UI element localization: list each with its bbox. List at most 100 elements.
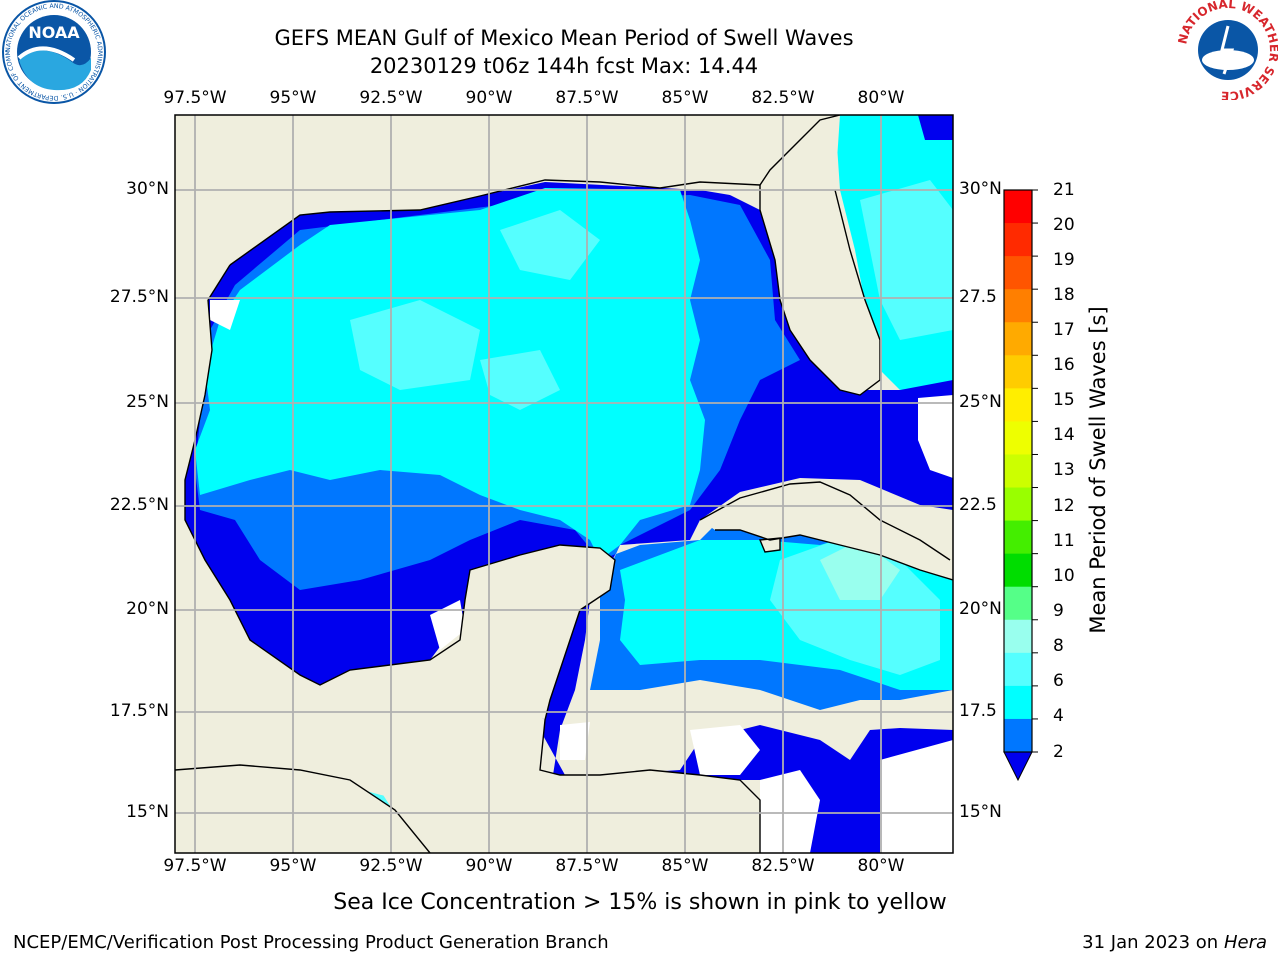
colorbar-swatch [1004,355,1032,389]
colorbar-tick-label: 20 [1053,215,1075,235]
gulf-light-cyan-patch-3 [480,350,560,410]
central-america-land [175,740,760,853]
colorbar-tick-label: 14 [1053,425,1075,445]
footer-host: Hera [1223,932,1267,953]
lon-label-bottom: 95°W [269,856,317,876]
colorbar-tick-label: 18 [1053,285,1075,305]
colorbar-tick-label: 21 [1053,180,1075,200]
chart-subtitle: 20230129 t06z 144h fcst Max: 14.44 [369,54,759,78]
colorbar-swatch [1004,619,1032,654]
lat-label-right: 22.5 [959,495,997,515]
lon-label-bottom: 87.5°W [555,856,619,876]
no-data-patch-5 [560,722,590,760]
lat-label-right: 20°N [959,599,1002,619]
atlantic-deep-blue-region [918,115,953,140]
lat-label-right: 17.5 [959,701,997,721]
lon-label-bottom: 97.5°W [163,856,227,876]
florida-land [700,115,880,395]
colorbar-tick-label: 15 [1053,390,1075,410]
colorbar-swatch [1004,487,1032,522]
lon-label-top: 82.5°W [751,88,815,108]
no-data-patch-7 [210,300,240,330]
colorbar-swatch [1004,454,1032,489]
colorbar-swatch [1004,553,1032,588]
colorbar-swatch [1004,190,1032,224]
colorbar-swatch [1004,256,1032,290]
colorbar-extend-arrow [1003,751,1033,782]
colorbar-swatch [1004,223,1032,257]
colorbar-tick-label: 12 [1053,496,1075,516]
gulf-light-cyan-patch-2 [500,210,600,280]
colorbar-tick-label: 2 [1053,742,1064,762]
lat-label-left: 22.5°N [109,495,169,515]
colorbar-tick-label: 16 [1053,355,1075,375]
colorbar-swatch [1004,586,1032,621]
no-data-patch-2 [690,725,760,775]
colorbar-swatch [1004,421,1032,455]
colorbar-tick-label: 9 [1053,601,1064,621]
noaa-logo: NATIONAL OCEANIC AND ATMOSPHERIC ADMINIS… [2,0,106,104]
lon-label-bottom: 82.5°W [751,856,815,876]
colorbar-swatch [1004,652,1032,687]
lat-label-left: 27.5°N [109,287,169,307]
colorbar-tick-label: 11 [1053,531,1075,551]
lon-label-top: 95°W [269,88,317,108]
colorbar-swatch [1004,388,1032,422]
map-frame [174,114,954,854]
colorbar-tick-label: 19 [1053,250,1075,270]
atlantic-light-cyan-region [860,180,953,340]
colorbar-frame [1003,189,1033,753]
colorbar-tick-label: 4 [1053,706,1064,726]
colorbar-tick-label: 13 [1053,460,1075,480]
lon-label-bottom: 80°W [857,856,905,876]
colorbar-tick-label: 17 [1053,320,1075,340]
lon-label-top: 87.5°W [555,88,619,108]
lon-label-bottom: 92.5°W [359,856,423,876]
colorbar [1003,189,1038,782]
no-data-patch-3 [760,770,820,853]
lon-label-top: 92.5°W [359,88,423,108]
lon-label-bottom: 90°W [465,856,513,876]
noaa-logo-text: NOAA [28,23,80,42]
lon-label-top: 85°W [661,88,709,108]
mexico-west-land [175,520,545,800]
sea-ice-caption: Sea Ice Concentration > 15% is shown in … [333,890,947,915]
no-data-patch-4 [880,740,953,853]
no-data-patch-1 [918,395,953,478]
lon-label-bottom: 85°W [661,856,709,876]
chart-title: GEFS MEAN Gulf of Mexico Mean Period of … [274,26,854,50]
lat-label-right: 30°N [959,179,1002,199]
lat-label-left: 20°N [126,599,169,619]
lat-label-left: 25°N [126,392,169,412]
colorbar-tick-label: 10 [1053,566,1075,586]
colorbar-swatch [1004,685,1032,720]
graticule [175,115,953,853]
colorbar-swatch [1004,289,1032,323]
colorbar-swatch [1004,322,1032,356]
mexico-yucatan-land [460,545,615,720]
footer-date-text: 31 Jan 2023 on [1082,932,1224,953]
lat-label-right: 25°N [959,392,1002,412]
coastlines [175,115,953,853]
colorbar-tick-label: 8 [1053,636,1064,656]
lat-label-left: 30°N [126,179,169,199]
lat-label-left: 17.5°N [109,701,169,721]
lat-label-left: 15°N [126,802,169,822]
colorbar-swatch [1004,718,1032,753]
colorbar-label: Mean Period of Swell Waves [s] [1086,306,1110,634]
us-gulf-coast-land [175,115,835,530]
gulf-light-cyan-patch-1 [350,300,480,390]
footer-date: 31 Jan 2023 on Hera [1082,932,1267,953]
lat-label-right: 27.5 [959,287,997,307]
lon-label-top: 97.5°W [163,88,227,108]
footer-credit: NCEP/EMC/Verification Post Processing Pr… [13,932,609,953]
lon-label-top: 80°W [857,88,905,108]
colorbar-swatch [1004,520,1032,555]
no-data-patch-6 [430,600,465,650]
lat-label-right: 15°N [959,802,1002,822]
cuba-islet [760,538,780,552]
colorbar-tick-label: 6 [1053,671,1064,691]
lon-label-top: 90°W [465,88,513,108]
nws-logo: NATIONAL WEATHER SERVICE [1178,0,1278,100]
